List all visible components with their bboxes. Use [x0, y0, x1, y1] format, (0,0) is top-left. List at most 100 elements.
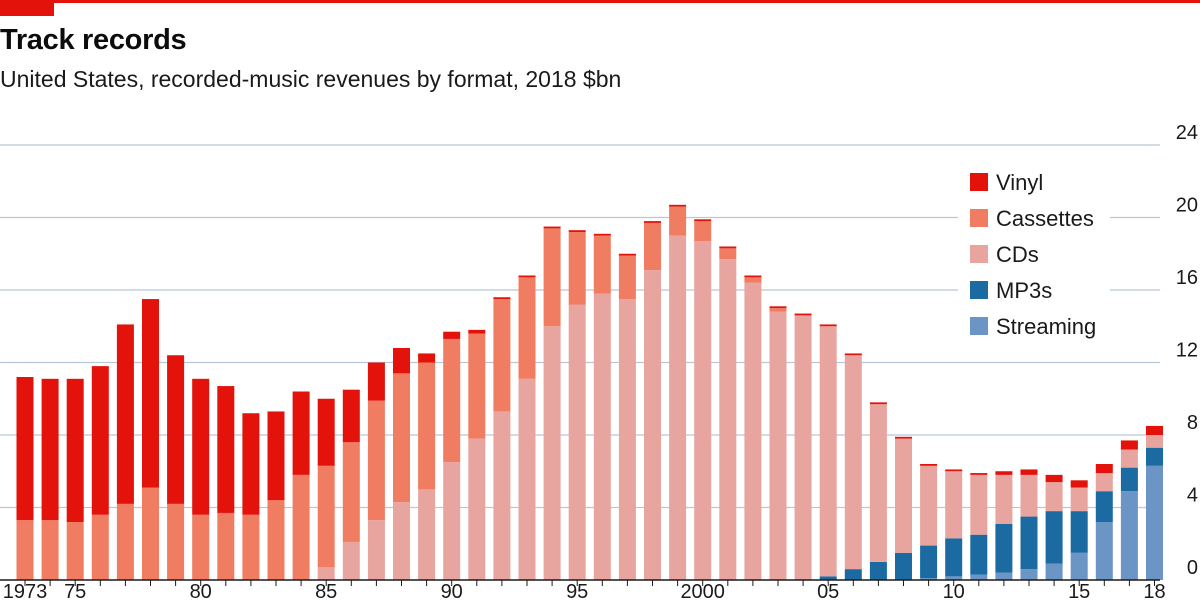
bar-mp3s-2015 [1070, 511, 1088, 553]
bar-cds-2016 [1095, 473, 1113, 492]
bar-vinyl-1993 [518, 275, 536, 278]
bar-cassettes-1988 [393, 373, 410, 503]
bar-cds-2010 [945, 471, 963, 539]
bar-mp3s-2008 [895, 552, 912, 580]
bar-cds-2007 [869, 404, 887, 562]
bar-vinyl-1998 [644, 221, 661, 223]
bar-cds-2015 [1070, 487, 1088, 512]
legend-swatch-vinyl [970, 173, 988, 191]
bar-vinyl-1977 [116, 324, 134, 504]
bar-cassettes-1980 [192, 514, 210, 580]
bar-streaming-2011 [970, 574, 988, 580]
bar-vinyl-2000 [694, 219, 712, 222]
bar-streaming-2017 [1120, 491, 1138, 580]
bar-vinyl-1982 [242, 413, 260, 515]
bar-vinyl-2008 [895, 436, 912, 439]
bar-vinyl-2005 [819, 324, 837, 327]
bar-cassettes-1999 [669, 206, 687, 236]
legend-swatch-streaming [970, 317, 988, 335]
bar-cassettes-1981 [217, 512, 235, 580]
x-tick-label: 1973 [3, 581, 48, 600]
bar-vinyl-1980 [192, 378, 210, 515]
bar-cassettes-1974 [41, 520, 59, 580]
bar-vinyl-2013 [1020, 469, 1038, 475]
bar-vinyl-2003 [769, 306, 787, 309]
bar-cds-1999 [669, 235, 687, 580]
bar-streaming-2010 [945, 576, 963, 580]
bar-vinyl-2007 [869, 402, 887, 405]
bar-mp3s-2007 [869, 561, 887, 580]
legend-label-mp3s: MP3s [996, 278, 1052, 303]
bar-cassettes-1997 [618, 255, 636, 300]
bar-vinyl-2016 [1095, 464, 1113, 474]
y-tick-label: 8 [1187, 412, 1198, 434]
bar-cds-1985 [317, 567, 335, 580]
bar-cds-1994 [543, 326, 561, 580]
y-tick-label: 12 [1176, 340, 1198, 362]
chart-subtitle: United States, recorded-music revenues b… [0, 66, 622, 92]
bar-mp3s-2016 [1095, 491, 1113, 522]
bar-cassettes-1979 [167, 503, 185, 580]
bars [16, 204, 1163, 580]
bar-cds-2011 [970, 474, 988, 535]
bar-vinyl-2015 [1070, 480, 1088, 488]
x-tick-label: 2000 [680, 581, 725, 600]
bar-cassettes-1978 [142, 487, 159, 580]
bar-cds-1997 [618, 299, 636, 580]
bar-cds-1992 [493, 411, 511, 580]
bar-streaming-2009 [920, 578, 938, 580]
legend-swatch-mp3s [970, 281, 988, 299]
bar-cassettes-1973 [16, 520, 34, 580]
bar-cds-2005 [819, 326, 837, 577]
bar-vinyl-1987 [367, 362, 385, 401]
bar-vinyl-2009 [920, 464, 938, 466]
bar-cassettes-1976 [91, 514, 109, 580]
bar-cds-2003 [769, 311, 787, 580]
x-tick-label: 80 [190, 581, 212, 600]
bar-cds-1988 [393, 502, 410, 580]
bar-streaming-2014 [1045, 563, 1063, 580]
bar-cassettes-1990 [443, 338, 461, 463]
bar-mp3s-2011 [970, 534, 988, 575]
bar-streaming-2016 [1095, 522, 1113, 580]
bar-vinyl-2010 [945, 469, 963, 472]
y-tick-label: 24 [1176, 122, 1198, 144]
bar-vinyl-1990 [443, 331, 461, 339]
bar-cds-2018 [1146, 435, 1163, 448]
bar-vinyl-1989 [418, 353, 436, 363]
bar-mp3s-2014 [1045, 511, 1063, 564]
bar-vinyl-1974 [41, 378, 59, 521]
bar-cassettes-1975 [66, 522, 84, 580]
legend: Vinyl Cassettes CDs MP3s Streaming [958, 162, 1110, 350]
bar-mp3s-2005 [819, 576, 837, 580]
x-tick-label: 15 [1068, 581, 1090, 600]
bar-vinyl-2012 [995, 471, 1013, 475]
bar-cds-1998 [644, 270, 661, 580]
legend-label-streaming: Streaming [996, 314, 1096, 339]
bar-cds-2006 [844, 355, 862, 570]
bar-cds-2009 [920, 465, 938, 546]
bar-vinyl-2017 [1120, 440, 1138, 450]
bar-vinyl-1983 [267, 411, 285, 501]
bar-cds-2004 [794, 315, 812, 580]
bar-mp3s-2018 [1146, 447, 1163, 466]
bar-cds-2008 [895, 438, 912, 553]
bar-streaming-2012 [995, 572, 1013, 580]
bar-vinyl-1999 [669, 204, 687, 207]
y-tick-label: 4 [1187, 485, 1198, 507]
x-tick-label: 95 [566, 581, 588, 600]
x-tick-label: 18 [1143, 581, 1165, 600]
bar-cassettes-1977 [116, 503, 134, 580]
bar-cassettes-2002 [744, 277, 762, 283]
bar-cds-1990 [443, 462, 461, 580]
legend-label-vinyl: Vinyl [996, 170, 1043, 195]
bar-cds-1989 [418, 489, 436, 580]
bar-vinyl-1996 [593, 233, 611, 236]
x-axis: 1973 75 80 85 90 95 2000 05 10 15 18 [0, 579, 1166, 600]
bar-vinyl-2004 [794, 313, 812, 316]
bar-mp3s-2017 [1120, 467, 1138, 492]
bar-vinyl-1988 [393, 348, 410, 374]
bar-vinyl-1997 [618, 253, 636, 256]
bar-mp3s-2010 [945, 538, 963, 577]
bar-cassettes-1985 [317, 465, 335, 568]
